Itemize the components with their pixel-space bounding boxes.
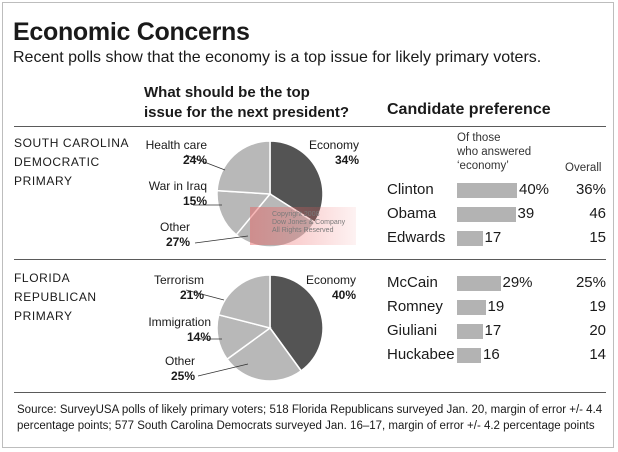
- pie-label-other: Other 25%: [155, 354, 195, 384]
- economy-bar: [457, 324, 483, 339]
- economy-value-label: 29%: [502, 274, 533, 291]
- pie-column-heading: What should be the top issue for the nex…: [144, 83, 364, 123]
- chart-title: Economic Concerns: [13, 18, 250, 46]
- slice-name: Economy: [309, 138, 360, 152]
- economy-column-head: Of those who answered ‘economy’: [457, 131, 531, 173]
- pie-slice-war-in-iraq: [216, 189, 272, 236]
- candidate-name: Obama: [387, 205, 437, 222]
- economy-bar: [457, 300, 486, 315]
- overall-value-label: 19: [589, 298, 606, 315]
- watermark-line: All Rights Reserved: [272, 227, 334, 234]
- source-note: Source: SurveyUSA polls of likely primar…: [17, 404, 603, 432]
- slice-percent: 25%: [170, 369, 195, 383]
- candidate-name: Edwards: [387, 229, 446, 246]
- slice-percent: 15%: [182, 194, 207, 208]
- leader-line: [185, 154, 226, 171]
- slice-percent: 24%: [182, 153, 207, 167]
- primary-label-line: REPUBLICAN: [14, 290, 97, 304]
- slice-name: War in Iraq: [148, 179, 207, 193]
- economy-value-label: 39: [517, 205, 535, 222]
- economy-head-line: ‘economy’: [457, 160, 509, 172]
- pie-label-war-in-iraq: War in Iraq 15%: [130, 179, 207, 209]
- slice-name: Other: [164, 354, 195, 368]
- slice-name: Terrorism: [154, 273, 204, 287]
- pie-slice-other: [226, 326, 303, 382]
- economy-value-label: 40%: [519, 181, 550, 198]
- primary-label-florida: FLORIDA REPUBLICAN PRIMARY: [14, 269, 97, 326]
- economy-value-label: 17: [484, 322, 502, 339]
- candidate-column-heading: Candidate preference: [387, 101, 551, 118]
- pie-label-terrorism: Terrorism 21%: [146, 273, 204, 303]
- slice-name: Economy: [305, 273, 356, 287]
- slice-percent: 27%: [165, 235, 190, 249]
- economy-head-line: who answered: [457, 146, 532, 158]
- slice-percent: 14%: [186, 330, 211, 344]
- rule-divider: [14, 392, 606, 393]
- pie-slice-terrorism: [217, 274, 271, 329]
- watermark-line: Dow Jones & Company: [272, 219, 346, 226]
- leader-line: [197, 363, 249, 377]
- overall-value-label: 15: [589, 229, 606, 246]
- pie-heading-line: What should be the top: [144, 84, 310, 101]
- pie-label-immigration: Immigration 14%: [136, 315, 211, 345]
- pie-south-carolina: [216, 140, 324, 248]
- overall-column-head: Overall: [565, 162, 602, 174]
- leader-line: [194, 235, 249, 244]
- slice-name: Immigration: [148, 315, 211, 329]
- pie-label-economy: Economy 34%: [309, 138, 359, 168]
- watermark-line: Copyright 2008: [272, 211, 320, 218]
- economy-value-label: 17: [484, 229, 502, 246]
- candidate-name: McCain: [387, 274, 438, 291]
- economy-bar: [457, 348, 481, 363]
- rule-divider: [14, 126, 606, 127]
- economy-bar: [457, 183, 517, 198]
- candidate-name: Clinton: [387, 181, 434, 198]
- overall-value-label: 36%: [575, 181, 606, 198]
- slice-percent: 34%: [334, 153, 359, 167]
- chart-subtitle: Recent polls show that the economy is a …: [13, 49, 542, 66]
- economy-value-label: 16: [483, 346, 500, 363]
- pie-heading-line: issue for the next president?: [144, 104, 350, 121]
- overall-value-label: 25%: [575, 274, 606, 291]
- pie-slice-health-care: [216, 140, 271, 195]
- economy-bar: [457, 231, 483, 246]
- rule-divider: [14, 259, 606, 260]
- overall-value-label: 20: [589, 322, 606, 339]
- leader-line: [185, 289, 225, 301]
- candidate-name: Huckabee: [387, 346, 455, 363]
- pie-label-economy: Economy 40%: [300, 273, 356, 303]
- slice-name: Other: [159, 220, 190, 234]
- copyright-watermark: Copyright 2008 Dow Jones & Company All R…: [250, 207, 356, 245]
- pie-leader-lines: [185, 154, 249, 377]
- primary-label-line: SOUTH CAROLINA: [14, 136, 130, 150]
- slice-percent: 21%: [179, 288, 204, 302]
- pie-label-health-care: Health care 24%: [143, 138, 207, 168]
- economy-bar: [457, 207, 516, 222]
- primary-label-line: PRIMARY: [14, 174, 73, 188]
- candidate-name: Giuliani: [387, 322, 438, 339]
- primary-label-line: FLORIDA: [14, 271, 71, 285]
- slice-percent: 40%: [331, 288, 356, 302]
- graphic-frame: [2, 2, 614, 448]
- overall-value-label: 46: [589, 205, 606, 222]
- economy-value-label: 19: [487, 298, 505, 315]
- primary-label-south-carolina: SOUTH CAROLINA DEMOCRATIC PRIMARY: [14, 134, 129, 191]
- pie-slice-economy: [269, 274, 324, 372]
- pie-florida: [216, 274, 324, 382]
- economy-bar: [457, 276, 501, 291]
- overall-value-label: 14: [589, 346, 606, 363]
- primary-label-line: PRIMARY: [14, 309, 73, 323]
- primary-label-line: DEMOCRATIC: [14, 155, 100, 169]
- candidate-name: Romney: [387, 298, 443, 315]
- pie-label-other: Other 27%: [150, 220, 190, 250]
- slice-name: Health care: [145, 138, 207, 152]
- pie-slice-other: [235, 193, 316, 248]
- economy-head-line: Of those: [457, 132, 501, 144]
